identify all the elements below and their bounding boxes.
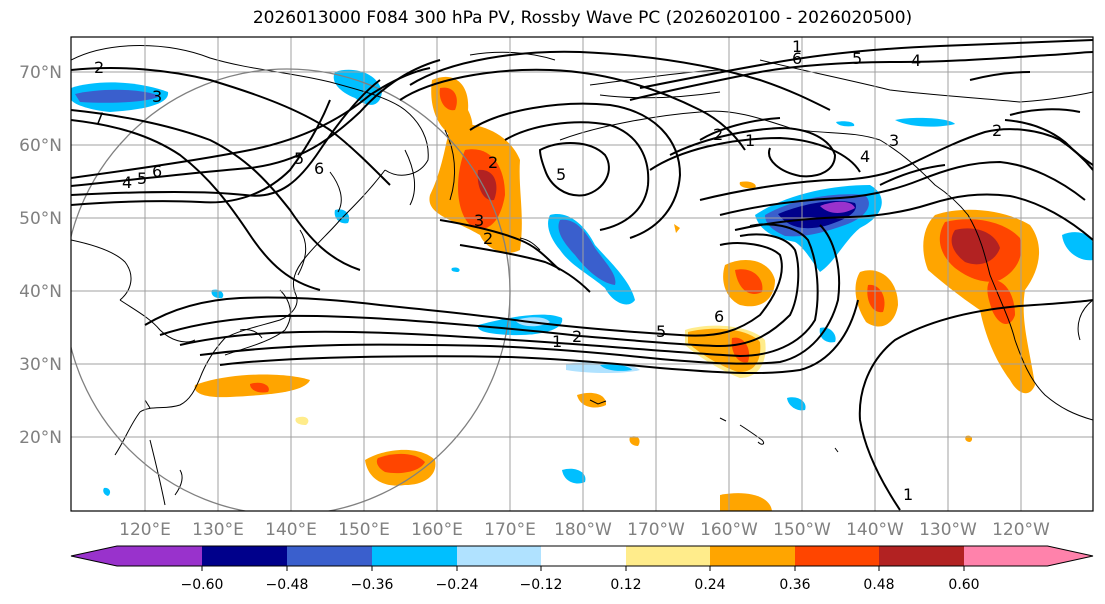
anomaly-small-negative [103,117,1093,496]
latitude-label: 60°N [19,136,62,156]
colorbar-tick: −0.48 [266,577,309,593]
contour-label: 6 [792,49,802,68]
colorbar-swatch [710,546,795,566]
latitude-label: 40°N [19,282,62,302]
anomaly-tropical-west [365,449,436,486]
contour-label: 3 [889,131,899,150]
longitude-label: 150°W [773,520,831,540]
longitude-label: 140°W [846,520,904,540]
contour-label: 5 [294,149,304,168]
colorbar-swatch [71,546,117,566]
colorbar: −0.60 −0.48 −0.36 −0.24 −0.12 0.12 0.24 … [70,545,1094,593]
colorbar-swatch [372,546,457,566]
contour-label: 5 [656,322,666,341]
longitude-label: 150°E [338,520,390,540]
anomaly-north-pacific-trough [548,214,635,305]
contour-label: 5 [852,49,862,68]
colorbar-tick: −0.24 [436,577,479,593]
contour-label: 1 [903,485,913,504]
contour-label: 2 [992,121,1002,140]
colorbar-swatch [541,546,626,566]
contour-label: 3 [152,87,162,106]
contour-label: 2 [94,58,104,77]
contour-label: 2 [713,125,723,144]
colorbar-swatch [964,546,1048,566]
anomaly-northeast-pacific-west [855,270,898,327]
colorbar-swatch [202,546,287,566]
negative-anomaly-fills [71,69,1093,496]
anomaly-sea-of-okhotsk-north [431,76,473,139]
colorbar-swatch [795,546,879,566]
longitude-label: 140°E [265,520,317,540]
contour-label: 6 [714,307,724,326]
colorbar-tick: −0.12 [520,577,563,593]
anomaly-gulf-of-alaska [755,185,882,272]
longitude-label: 170°E [484,520,536,540]
contour-label: 4 [122,173,132,192]
contour-label: 1 [792,37,802,56]
longitude-label: 160°W [700,520,758,540]
longitude-label: 130°E [192,520,244,540]
gridlines [71,37,1093,511]
contour-label: 3 [474,211,484,230]
colorbar-tick: −0.36 [351,577,394,593]
colorbar-tick: 0.48 [863,577,894,593]
anomaly-siberia-northwest [71,82,169,112]
contour-label: 5 [556,165,566,184]
colorbar-tick: 0.12 [610,577,641,593]
colorbar-tick-marks [201,566,965,571]
longitude-label: 160°E [411,520,463,540]
longitude-label: 120°W [992,520,1050,540]
map-title: 2026013000 F084 300 hPa PV, Rossby Wave … [252,8,913,28]
islands [144,237,839,496]
contour-label: 4 [911,51,921,70]
contour-label: 6 [314,159,324,178]
anomaly-subtropical-west [194,374,310,398]
contour-label: 2 [483,229,493,248]
contour-label: 2 [572,327,582,346]
latitude-label: 30°N [19,355,62,375]
map-background [71,37,1093,511]
contour-label: 7 [94,109,104,128]
latitude-label: 70°N [19,63,62,83]
coastlines [71,45,1093,506]
contour-label: 1 [745,131,755,150]
colorbar-tick: 0.60 [948,577,979,593]
colorbar-swatch [287,546,372,566]
colorbar-swatch [626,546,710,566]
colorbar-outline [70,545,1094,567]
colorbar-swatch [879,546,964,566]
colorbar-tick: 0.36 [779,577,810,593]
longitude-label: 170°W [627,520,685,540]
pv-contours [71,39,1093,511]
colorbar-tick: −0.60 [181,577,224,593]
colorbar-swatch [1047,546,1093,566]
contour-label: 1 [552,332,562,351]
longitude-label: 130°W [919,520,977,540]
longitude-label: 120°E [119,520,171,540]
latitude-label: 20°N [19,428,62,448]
colorbar-swatch [116,546,202,566]
longitude-label: 180°W [554,520,612,540]
contour-label: 2 [488,153,498,172]
contour-labels: 2 7 3 4 5 6 5 6 2 3 2 5 6 5 4 1 2 1 3 4 … [94,37,1002,504]
colorbar-tick: 0.24 [694,577,725,593]
anomaly-small-patches [295,181,973,511]
contour-label: 4 [860,147,870,166]
latitude-label: 50°N [19,209,62,229]
anomaly-central-pacific [723,260,775,307]
rossby-wave-circle [71,68,511,511]
colorbar-swatch [457,546,541,566]
longitude-axis: 120°E 130°E 140°E 150°E 160°E 170°E 180°… [119,520,1050,540]
contour-label: 5 [137,169,147,188]
contour-label: 6 [152,162,162,181]
map-frame [70,36,1094,512]
latitude-axis: 70°N 60°N 50°N 40°N 30°N 20°N [19,63,62,448]
